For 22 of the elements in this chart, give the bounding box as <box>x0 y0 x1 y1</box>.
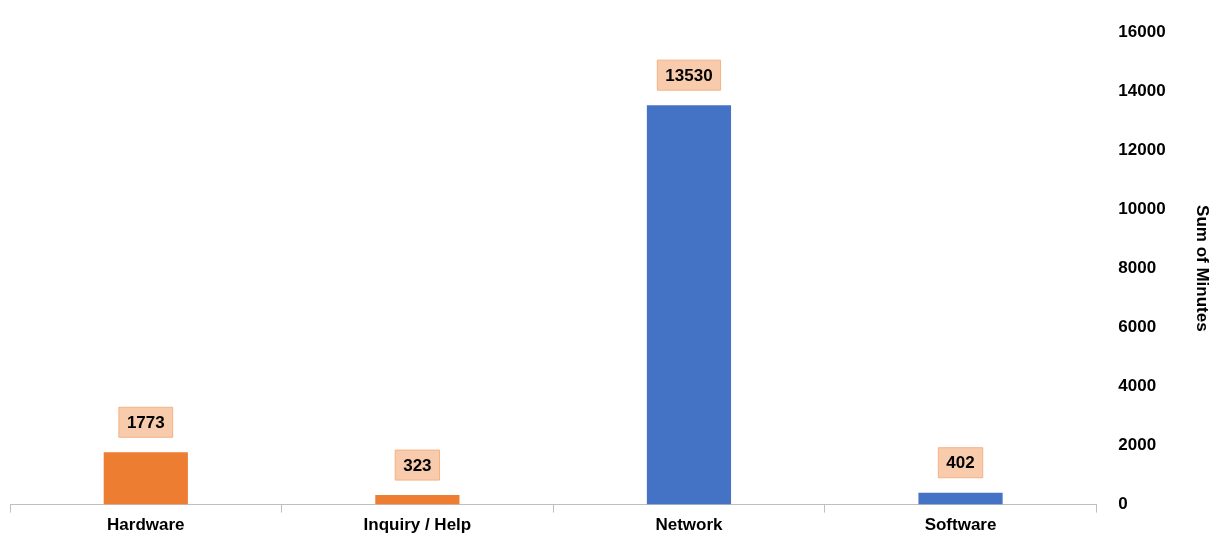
y-tick-label: 12000 <box>1118 139 1166 159</box>
y-tick-label: 8000 <box>1118 258 1157 278</box>
y-tick-label: 0 <box>1118 494 1128 514</box>
y-tick-label: 10000 <box>1118 199 1166 219</box>
y-tick-label: 2000 <box>1118 435 1157 455</box>
bar <box>918 492 1003 505</box>
x-tick-label: Network <box>655 515 724 535</box>
y-tick-label: 16000 <box>1118 21 1166 41</box>
x-tick-label: Hardware <box>107 515 185 535</box>
x-tick-label: Inquiry / Help <box>363 515 472 535</box>
data-label: 323 <box>403 455 432 475</box>
bar <box>103 452 188 505</box>
data-label: 13530 <box>665 65 713 85</box>
bar <box>646 105 732 505</box>
y-tick-label: 6000 <box>1118 317 1157 337</box>
x-tick-label: Software <box>924 515 997 535</box>
data-label: 1773 <box>126 412 165 432</box>
data-label: 402 <box>946 453 975 473</box>
y-axis-title: Sum of Minutes <box>1193 205 1213 332</box>
bar <box>375 495 460 505</box>
y-tick-label: 14000 <box>1118 80 1166 100</box>
y-tick-label: 4000 <box>1118 376 1157 396</box>
